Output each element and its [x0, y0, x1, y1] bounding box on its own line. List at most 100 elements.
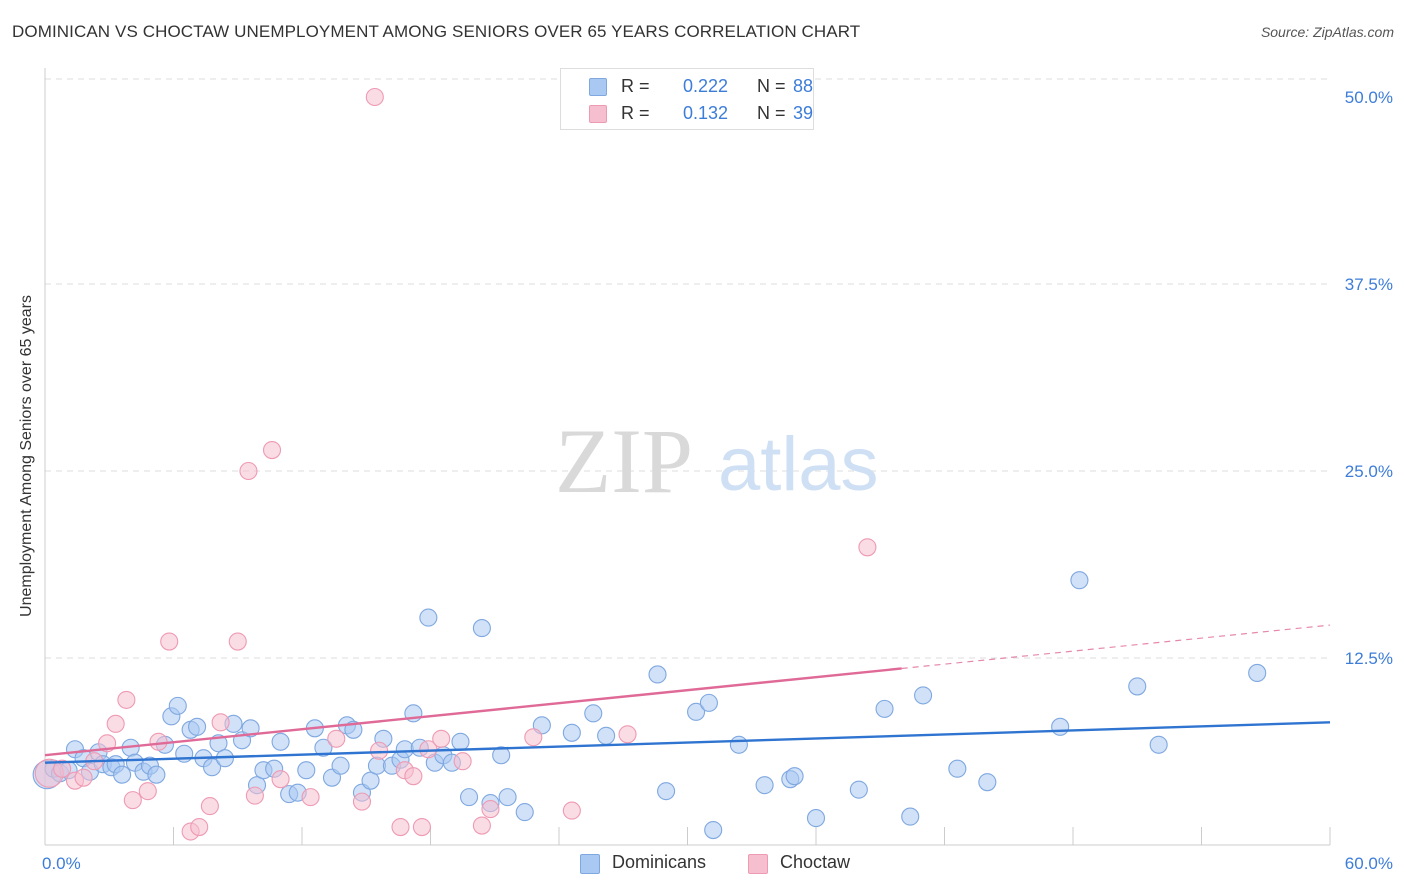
- tick-labels: 12.5% 25.0% 37.5% 50.0% 0.0% 60.0%: [42, 88, 1393, 873]
- choctaw-point: [618, 725, 637, 744]
- dominicans-legend-label: Dominicans: [612, 852, 707, 872]
- dominicans-point: [331, 756, 350, 775]
- dominicans-point: [147, 765, 166, 784]
- dominicans-point: [914, 686, 933, 705]
- y-tick-label: 12.5%: [1345, 649, 1393, 668]
- dominicans-point: [203, 758, 222, 777]
- choctaw-point: [190, 817, 209, 837]
- choctaw-point: [391, 817, 410, 837]
- choctaw-point: [239, 461, 258, 481]
- dominicans-point: [729, 735, 748, 754]
- dominicans-point: [1128, 677, 1147, 696]
- dominicans-point: [687, 702, 706, 721]
- dominicans-point: [515, 803, 534, 822]
- choctaw-points: [34, 87, 877, 841]
- dominicans-point: [1248, 663, 1267, 683]
- choctaw-point: [74, 768, 93, 787]
- choctaw-point: [106, 714, 125, 733]
- dominicans-point: [297, 761, 316, 780]
- choctaw-point: [524, 728, 543, 747]
- dominicans-point: [978, 773, 997, 792]
- dominicans-point: [459, 788, 479, 807]
- choctaw-swatch: [589, 105, 607, 123]
- dominicans-point: [657, 782, 676, 801]
- source-label: Source: ZipAtlas.com: [1260, 24, 1394, 40]
- choctaw-point: [211, 713, 230, 732]
- watermark-atlas: atlas: [718, 422, 879, 507]
- dominicans-point: [875, 699, 894, 718]
- choctaw-point: [858, 538, 877, 557]
- choctaw-point: [370, 741, 389, 760]
- dominicans-point: [395, 740, 414, 759]
- dominicans-point: [562, 723, 581, 742]
- dominicans-point: [1070, 571, 1089, 590]
- dominicans-point: [849, 780, 868, 799]
- choctaw-point: [562, 801, 581, 820]
- dominicans-legend-swatch: [580, 854, 600, 874]
- choctaw-point: [53, 759, 72, 778]
- choctaw-point: [117, 690, 136, 709]
- watermark-zip: ZIP: [555, 410, 693, 512]
- chart-title: DOMINICAN VS CHOCTAW UNEMPLOYMENT AMONG …: [12, 22, 861, 41]
- y-axis-label: Unemployment Among Seniors over 65 years: [18, 295, 35, 617]
- choctaw-point: [404, 767, 423, 786]
- n-value: 39: [793, 103, 814, 123]
- choctaw-point: [365, 87, 384, 107]
- trend-lines: [44, 624, 1331, 764]
- dominicans-point: [597, 726, 616, 745]
- x-tick-label: 0.0%: [42, 854, 81, 873]
- dominicans-point: [1051, 717, 1070, 736]
- r-value: 0.132: [683, 103, 729, 123]
- y-tick-label: 50.0%: [1345, 88, 1393, 107]
- dominicans-point: [361, 771, 380, 790]
- choctaw-point: [160, 632, 179, 651]
- choctaw-point: [481, 800, 500, 819]
- choctaw-trend-extension: [901, 624, 1331, 670]
- dominicans-point: [648, 665, 667, 684]
- dominicans-point: [584, 704, 603, 723]
- grid-layer: [45, 78, 1330, 659]
- choctaw-point: [200, 797, 219, 816]
- choctaw-point: [432, 729, 451, 748]
- dominicans-point: [699, 693, 718, 712]
- dominicans-point: [901, 807, 920, 826]
- dominicans-point: [472, 619, 491, 638]
- choctaw-legend-label: Choctaw: [780, 852, 851, 872]
- stats-legend: R = 0.222 N = 88 R = 0.132 N = 39: [560, 68, 814, 130]
- dominicans-point: [785, 767, 804, 786]
- dominicans-point: [492, 746, 511, 765]
- dominicans-point: [113, 765, 132, 784]
- dominicans-point: [806, 809, 826, 828]
- dominicans-point: [1149, 735, 1168, 754]
- r-label: R =: [621, 103, 650, 123]
- dominicans-point: [755, 776, 774, 795]
- n-label: N =: [757, 76, 786, 96]
- dominicans-point: [188, 717, 207, 736]
- dominicans-point: [451, 732, 470, 751]
- choctaw-point: [262, 441, 282, 460]
- choctaw-point: [228, 632, 247, 651]
- dominicans-swatch: [589, 78, 607, 96]
- choctaw-point: [352, 792, 372, 811]
- n-value: 88: [793, 76, 814, 96]
- dominicans-points: [32, 571, 1267, 840]
- choctaw-point: [271, 770, 290, 789]
- dominicans-point: [704, 820, 723, 840]
- dominicans-point: [314, 738, 333, 757]
- choctaw-point: [123, 791, 142, 810]
- r-value: 0.222: [683, 76, 729, 96]
- choctaw-point: [453, 752, 472, 771]
- choctaw-point: [149, 732, 168, 751]
- dominicans-trend-line: [44, 721, 1331, 764]
- r-label: R =: [621, 76, 650, 96]
- choctaw-point: [245, 786, 264, 805]
- y-tick-label: 25.0%: [1345, 462, 1393, 481]
- choctaw-point: [412, 817, 431, 837]
- choctaw-point: [472, 816, 491, 835]
- dominicans-point: [271, 732, 290, 751]
- x-tick-label: 60.0%: [1345, 854, 1393, 873]
- dominicans-point: [168, 696, 187, 715]
- choctaw-point: [138, 782, 157, 801]
- choctaw-legend-swatch: [748, 854, 768, 874]
